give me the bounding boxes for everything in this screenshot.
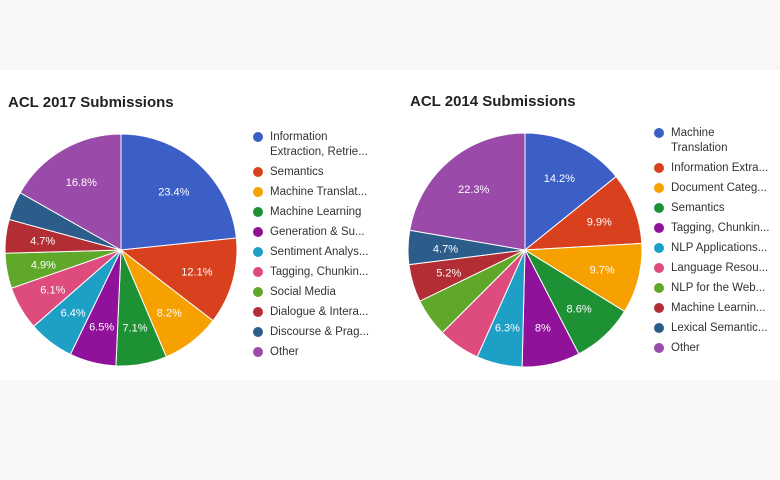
legend-label: Dialogue & Intera... <box>270 306 369 318</box>
legend-swatch-icon <box>253 247 263 257</box>
slice-label-nlp-applications: 6.3% <box>495 323 520 335</box>
legend-item-lexical-semantic: Lexical Semantic... <box>654 321 769 336</box>
legend-item-machine-learning: Machine Learning <box>253 205 369 220</box>
legend-label: Language Resou... <box>671 262 769 274</box>
slice-label-lexical-semantic: 4.7% <box>433 243 458 255</box>
legend-label: Semantics <box>270 166 324 178</box>
legend-item-semantics: Semantics <box>654 201 769 216</box>
legend-item-social-media: Social Media <box>253 285 369 300</box>
legend-2017: Information Extraction, Retrie... Semantic… <box>253 130 369 365</box>
legend-swatch-icon <box>253 227 263 237</box>
slice-label-other: 22.3% <box>458 184 489 196</box>
slice-label-other: 16.8% <box>66 177 97 189</box>
pie-slice-other <box>19 133 122 251</box>
legend-item-sentiment-analys: Sentiment Analys... <box>253 245 369 260</box>
legend-swatch-icon <box>253 207 263 217</box>
legend-swatch-icon <box>253 287 263 297</box>
legend-swatch-icon <box>253 132 263 142</box>
legend-swatch-icon <box>654 203 664 213</box>
legend-label: NLP for the Web... <box>671 282 766 294</box>
legend-label: Tagging, Chunkin... <box>270 266 369 278</box>
pie-slice-information-extra <box>523 175 643 251</box>
legend-label: Information Extraction, Retrie... <box>270 131 368 158</box>
legend-label: Sentiment Analys... <box>270 246 369 258</box>
pie-slice-machine-translation <box>524 132 617 252</box>
legend-item-document-categ: Document Categ... <box>654 181 769 196</box>
slice-label-generation-su: 6.5% <box>89 321 114 333</box>
slice-label-machine-learning: 7.1% <box>122 323 147 335</box>
legend-swatch-icon <box>253 327 263 337</box>
pie-slice-other <box>409 132 526 251</box>
legend-item-nlp-applications: NLP Applications... <box>654 241 769 256</box>
legend-item-tagging-chunkin: Tagging, Chunkin... <box>654 221 769 236</box>
legend-swatch-icon <box>253 347 263 357</box>
legend-swatch-icon <box>654 183 664 193</box>
pie-slice-semantics <box>119 237 238 322</box>
pie-chart-2014: 14.2% 9.9% 9.7% 8.6% 8% 6.3% 5.2% 4.7% 22.3% <box>407 132 643 368</box>
slice-label-tagging-chunkin: 6.1% <box>40 285 65 297</box>
legend-swatch-icon <box>654 283 664 293</box>
legend-label: Semantics <box>671 202 725 214</box>
legend-item-information-extra: Information Extra... <box>654 161 769 176</box>
slice-label-machine-translat: 8.2% <box>157 307 182 319</box>
legend-item-tagging-chunkin: Tagging, Chunkin... <box>253 265 369 280</box>
slice-label-machine-translation: 14.2% <box>544 173 575 185</box>
slice-label-semantics: 12.1% <box>181 266 212 278</box>
legend-swatch-icon <box>253 307 263 317</box>
legend-label: Social Media <box>270 286 336 298</box>
legend-item-other: Other <box>253 345 369 360</box>
legend-label: NLP Applications... <box>671 242 768 254</box>
slice-label-document-categ: 9.7% <box>590 265 615 277</box>
pie-slice-information-extraction-retrie <box>120 133 237 251</box>
slice-label-sentiment-analys: 6.4% <box>61 308 86 320</box>
legend-label: Information Extra... <box>671 162 769 174</box>
legend-item-machine-learnin: Machine Learnin... <box>654 301 769 316</box>
legend-item-other: Other <box>654 341 769 356</box>
legend-label: Other <box>270 346 299 358</box>
legend-swatch-icon <box>654 343 664 353</box>
legend-item-machine-translation: Machine Translation <box>654 126 769 156</box>
legend-swatch-icon <box>253 267 263 277</box>
slice-label-social-media: 4.9% <box>31 259 56 271</box>
legend-label: Document Categ... <box>671 182 767 194</box>
legend-label: Lexical Semantic... <box>671 322 768 334</box>
legend-swatch-icon <box>654 128 664 138</box>
legend-label: Generation & Su... <box>270 226 365 238</box>
legend-item-generation-su: Generation & Su... <box>253 225 369 240</box>
chart-title-2017: ACL 2017 Submissions <box>8 94 174 111</box>
chart-title-2014: ACL 2014 Submissions <box>410 93 576 110</box>
legend-swatch-icon <box>654 243 664 253</box>
slice-label-machine-learnin: 5.2% <box>436 268 461 280</box>
slice-label-information-extraction-retrie: 23.4% <box>158 186 189 198</box>
legend-label: Discourse & Prag... <box>270 326 370 338</box>
legend-label: Machine Learnin... <box>671 302 766 314</box>
legend-swatch-icon <box>654 263 664 273</box>
legend-item-semantics: Semantics <box>253 165 369 180</box>
legend-label: Machine Translation <box>671 127 728 154</box>
legend-item-dialogue-intera: Dialogue & Intera... <box>253 305 369 320</box>
slice-label-information-extra: 9.9% <box>587 216 612 228</box>
legend-label: Machine Translat... <box>270 186 368 198</box>
legend-swatch-icon <box>253 167 263 177</box>
legend-item-machine-translat: Machine Translat... <box>253 185 369 200</box>
legend-swatch-icon <box>654 223 664 233</box>
slice-label-semantics: 8.6% <box>567 303 592 315</box>
legend-swatch-icon <box>654 303 664 313</box>
slice-label-dialogue-intera: 4.7% <box>30 236 55 248</box>
legend-item-information-extraction-retrie: Information Extraction, Retrie... <box>253 130 369 160</box>
legend-label: Machine Learning <box>270 206 362 218</box>
slice-label-tagging-chunkin: 8% <box>535 323 551 335</box>
legend-item-discourse-prag: Discourse & Prag... <box>253 325 369 340</box>
legend-label: Other <box>671 342 700 354</box>
legend-swatch-icon <box>654 323 664 333</box>
legend-label: Tagging, Chunkin... <box>671 222 770 234</box>
legend-swatch-icon <box>253 187 263 197</box>
pie-chart-2017: 23.4% 12.1% 8.2% 7.1% 6.5%6.4% 6.1% 4.9% 4.7% 16… <box>4 133 238 367</box>
legend-2014: Machine Translation Information Extra... Do… <box>654 126 769 361</box>
legend-item-language-resou: Language Resou... <box>654 261 769 276</box>
legend-item-nlp-for-the-web: NLP for the Web... <box>654 281 769 296</box>
legend-swatch-icon <box>654 163 664 173</box>
